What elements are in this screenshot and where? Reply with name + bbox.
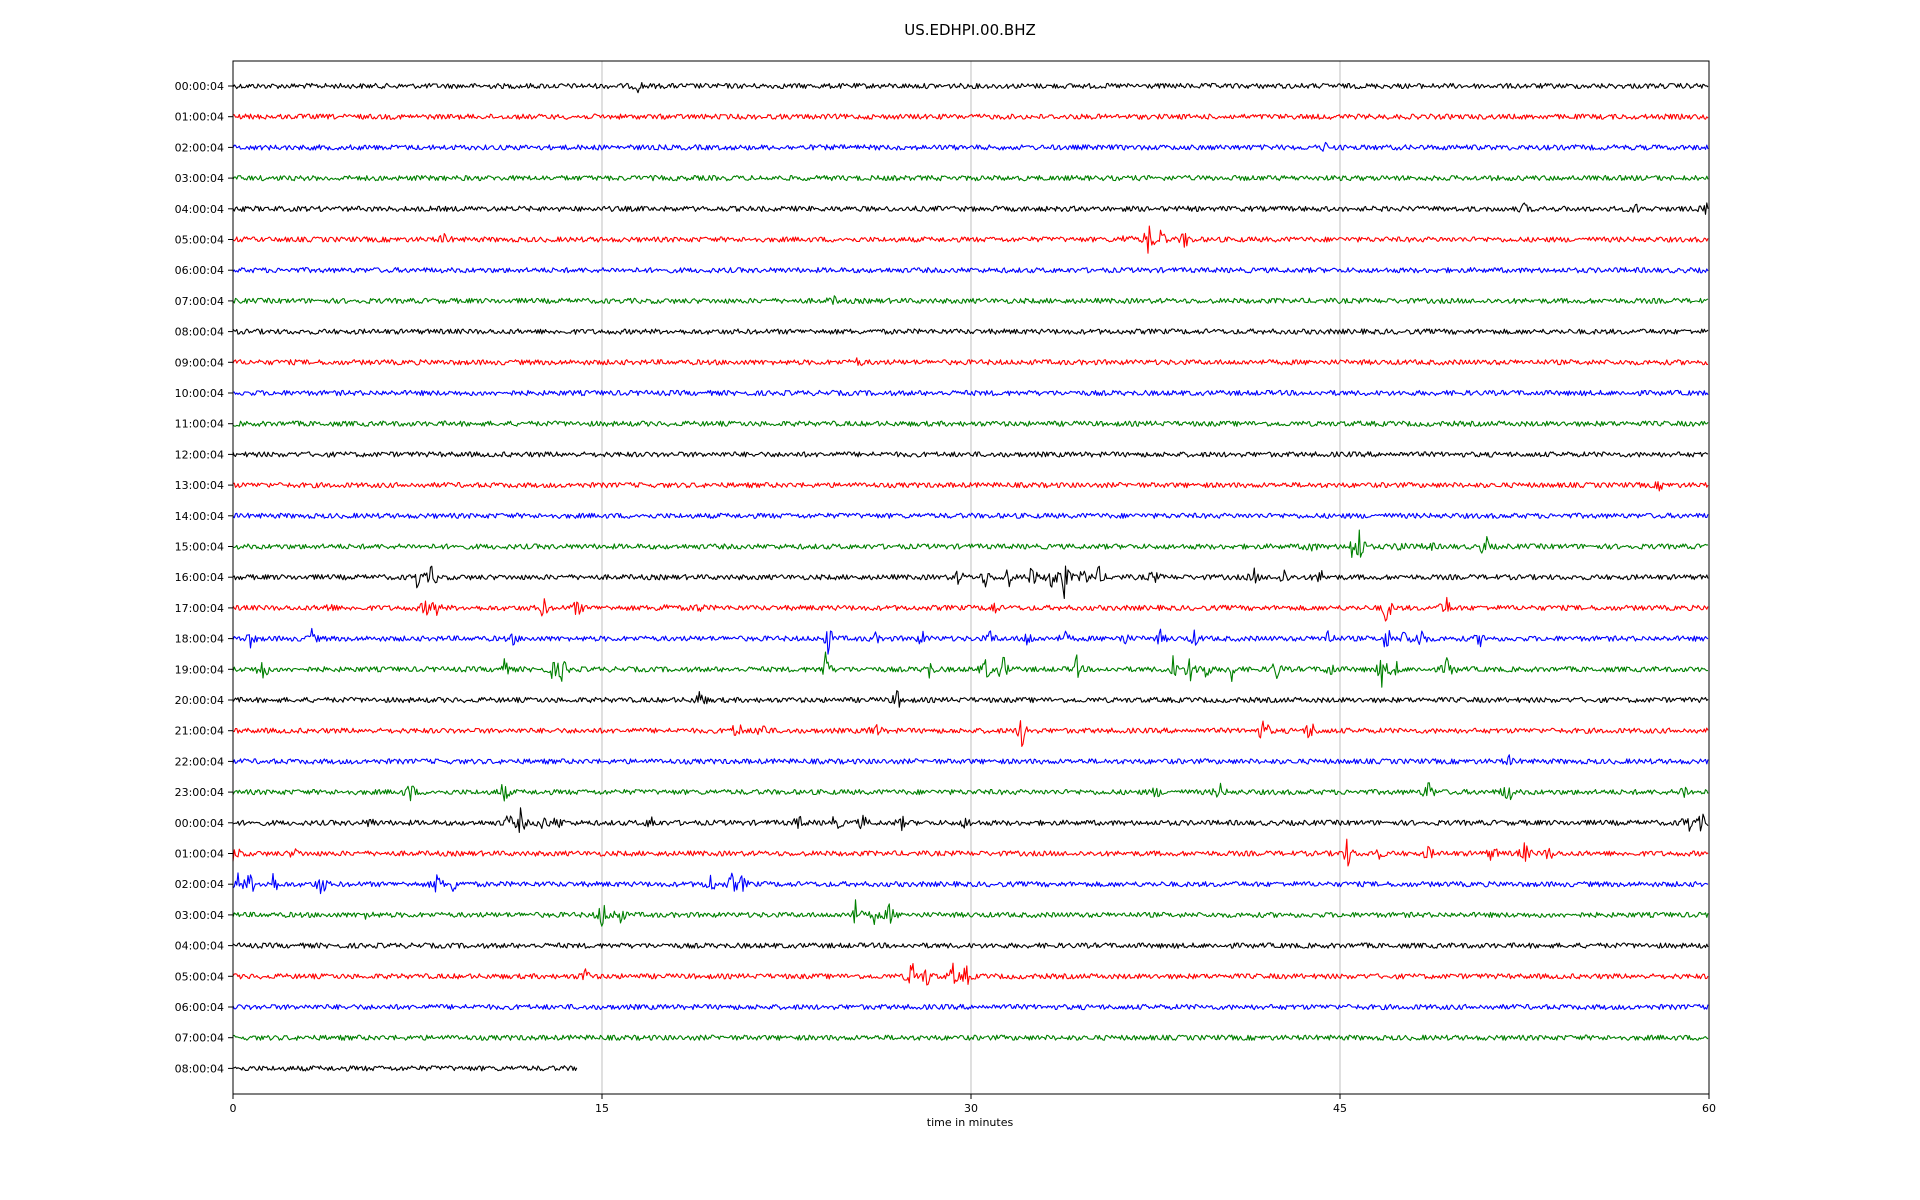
trace-4 <box>232 202 1709 215</box>
trace-26 <box>232 872 1709 895</box>
trace-18 <box>232 627 1709 655</box>
x-tick-label-1: 15 <box>595 1102 609 1115</box>
trace-21 <box>232 720 1709 747</box>
trace-17 <box>232 596 1709 622</box>
trace-8 <box>232 328 1709 335</box>
y-tick-label-12: 12:00:04 <box>175 448 224 461</box>
trace-15 <box>232 529 1709 558</box>
trace-32 <box>232 1065 578 1072</box>
trace-27 <box>232 899 1709 927</box>
y-tick-label-8: 08:00:04 <box>175 326 224 339</box>
y-tick-label-1: 01:00:04 <box>175 111 224 124</box>
y-tick-label-19: 19:00:04 <box>175 663 224 676</box>
y-tick-label-11: 11:00:04 <box>175 418 224 431</box>
trace-9 <box>232 357 1708 367</box>
trace-30 <box>232 1003 1709 1011</box>
y-tick-label-16: 16:00:04 <box>175 571 224 584</box>
y-tick-label-14: 14:00:04 <box>175 510 224 523</box>
y-tick-label-31: 07:00:04 <box>175 1032 224 1045</box>
seismic-traces <box>232 81 1709 1072</box>
y-tick-label-26: 02:00:04 <box>175 878 224 891</box>
x-axis-label: time in minutes <box>927 1116 1014 1129</box>
y-tick-label-6: 06:00:04 <box>175 264 224 277</box>
trace-2 <box>232 141 1709 152</box>
y-tick-label-9: 09:00:04 <box>175 356 224 369</box>
y-tick-label-22: 22:00:04 <box>175 755 224 768</box>
trace-10 <box>232 389 1709 397</box>
y-tick-label-28: 04:00:04 <box>175 940 224 953</box>
trace-23 <box>232 782 1709 802</box>
trace-14 <box>232 512 1709 519</box>
trace-12 <box>232 451 1709 458</box>
y-tick-label-20: 20:00:04 <box>175 694 224 707</box>
y-tick-label-10: 10:00:04 <box>175 387 224 400</box>
trace-31 <box>232 1034 1709 1041</box>
y-tick-label-0: 00:00:04 <box>175 80 224 93</box>
trace-11 <box>232 420 1709 427</box>
x-tick-label-4: 60 <box>1702 1102 1716 1115</box>
trace-3 <box>232 174 1709 182</box>
y-tick-label-3: 03:00:04 <box>175 172 224 185</box>
trace-28 <box>232 942 1709 949</box>
y-tick-label-24: 00:00:04 <box>175 817 224 830</box>
y-tick-label-25: 01:00:04 <box>175 848 224 861</box>
x-tick-label-0: 0 <box>230 1102 237 1115</box>
y-tick-label-13: 13:00:04 <box>175 479 224 492</box>
trace-16 <box>232 565 1709 600</box>
trace-5 <box>232 225 1709 254</box>
y-tick-label-30: 06:00:04 <box>175 1001 224 1014</box>
trace-1 <box>232 113 1709 120</box>
y-tick-label-17: 17:00:04 <box>175 602 224 615</box>
y-tick-label-23: 23:00:04 <box>175 786 224 799</box>
trace-13 <box>232 481 1709 492</box>
trace-29 <box>232 962 1709 986</box>
x-tick-label-2: 30 <box>964 1102 978 1115</box>
trace-25 <box>232 838 1709 867</box>
trace-0 <box>232 81 1709 94</box>
y-tick-label-4: 04:00:04 <box>175 203 224 216</box>
y-tick-label-7: 07:00:04 <box>175 295 224 308</box>
y-tick-labels: 00:00:04 01:00:04 02:00:04 03:00:04 04:00:04… <box>175 80 233 1075</box>
y-tick-label-27: 03:00:04 <box>175 909 224 922</box>
trace-20 <box>232 690 1709 708</box>
chart-title: US.EDHPI.00.BHZ <box>904 21 1036 39</box>
trace-22 <box>232 754 1709 766</box>
y-tick-label-15: 15:00:04 <box>175 541 224 554</box>
trace-19 <box>232 651 1709 688</box>
y-tick-label-18: 18:00:04 <box>175 633 224 646</box>
y-tick-label-29: 05:00:04 <box>175 970 224 983</box>
trace-7 <box>232 295 1709 306</box>
y-tick-label-2: 02:00:04 <box>175 141 224 154</box>
y-tick-label-21: 21:00:04 <box>175 725 224 738</box>
trace-6 <box>232 267 1709 274</box>
x-tick-label-3: 45 <box>1333 1102 1347 1115</box>
trace-24 <box>232 807 1709 834</box>
y-tick-label-5: 05:00:04 <box>175 234 224 247</box>
x-tick-labels: 0 15 30 45 60 <box>230 1094 1716 1115</box>
y-tick-label-32: 08:00:04 <box>175 1062 224 1075</box>
